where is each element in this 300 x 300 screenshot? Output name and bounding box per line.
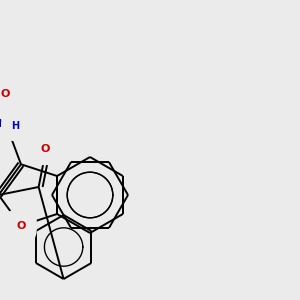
Text: Cl: Cl bbox=[0, 66, 1, 76]
Text: O: O bbox=[16, 221, 26, 231]
Text: N: N bbox=[0, 119, 8, 129]
Text: H: H bbox=[11, 121, 19, 131]
Text: O: O bbox=[41, 144, 50, 154]
Text: O: O bbox=[0, 89, 10, 99]
